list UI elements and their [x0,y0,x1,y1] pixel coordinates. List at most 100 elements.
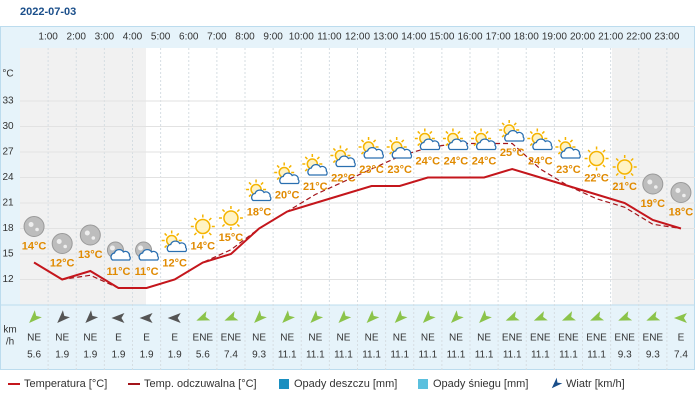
moon-crater [28,222,34,227]
wind-direction: E [678,333,685,344]
sun-ray [208,232,212,236]
hour-label: 8:00 [235,32,255,43]
wind-direction: NE [336,333,350,344]
y-tick-label: 27 [2,147,14,158]
sun-ray [630,157,634,162]
y-tick-label: 15 [2,249,14,260]
cloud-icon [560,146,581,159]
legend-swatch [551,377,563,389]
sun-ray [615,172,619,177]
hour-label: 11:00 [317,32,342,43]
y-tick-label: 21 [2,198,14,209]
sun-ray [602,149,606,153]
moon-crater [63,244,67,249]
moon-disc [79,224,101,246]
hour-label: 9:00 [263,32,283,43]
sun-icon [190,214,215,239]
moon-crater [682,193,686,198]
sun-ray [164,244,168,249]
wind-speed: 7.4 [674,350,688,361]
hour-label: 7:00 [207,32,227,43]
wind-speed: 1.9 [111,350,125,361]
sun-ray [221,223,226,228]
temperature-label: 24°C [472,155,497,167]
moon-icon [51,233,73,254]
hour-label: 13:00 [373,32,398,43]
sun-ray [372,139,377,143]
hour-label: 18:00 [514,32,539,43]
temperature-line [33,167,682,289]
sun-disc [223,210,239,226]
sun-ray [208,217,212,221]
legend-swatch [418,379,428,389]
sun-disc [195,218,211,235]
sun-ray [304,156,308,160]
wind-speed: 11.1 [531,350,550,361]
sun-ray [304,168,308,172]
sun-ray [193,217,197,221]
temperature-label: 13°C [78,249,103,261]
sun-ray [513,122,517,126]
sun-ray [236,223,240,228]
cloud-icon [279,172,300,185]
wind-speed: 1.9 [168,350,182,361]
y-tick-label: 24 [2,172,14,183]
wind-direction: E [115,333,122,344]
wind-speed: 11.1 [587,350,606,361]
temperature-label: 23°C [387,164,412,176]
sun-ray [360,139,365,143]
cloud-icon [110,248,131,261]
left-column [0,26,20,370]
sun-ray [417,142,421,147]
temperature-label: 14°C [191,240,216,252]
wind-speed: 9.3 [618,350,632,361]
hour-label: 2:00 [67,32,87,43]
wind-direction: NE [308,333,322,344]
wind-arrow [366,310,380,323]
y-tick-label: 30 [2,121,14,132]
moon-crater [109,245,115,251]
cloud-icon [391,146,413,159]
sun-icon [584,146,609,171]
temperature-label: 24°C [444,155,469,167]
wind-speed: 11.1 [418,350,437,361]
moon-crater [647,179,653,185]
cloud-icon [447,138,469,151]
wind-speed: 11.1 [447,350,466,361]
wind-arrow [310,310,324,323]
temperature-label: 18°C [669,206,694,218]
wind-speed: 7.4 [224,350,238,361]
sun-ray [615,157,619,162]
night-shade [20,48,146,305]
moon-crater [675,188,681,193]
wind-speed: 1.9 [140,350,154,361]
wind-direction: ENE [586,333,607,344]
sun-ray [557,151,562,155]
wind-direction: ENE [221,333,242,344]
temperature-label: 23°C [359,164,384,176]
moon-crater [91,236,96,240]
temperature-label: 15°C [219,232,244,244]
hour-label: 4:00 [123,32,143,43]
wind-arrow [422,310,436,323]
moon-crater [84,230,90,236]
sun-ray [501,134,505,138]
moon-disc [642,173,664,195]
wind-direction: E [143,333,150,344]
sun-ray [457,130,461,135]
wind-arrow [57,310,70,323]
temperature-label: 14°C [22,240,47,252]
cloud-icon [476,138,497,151]
sun-ray [569,139,574,143]
wind-arrow [533,311,548,321]
sun-ray [587,149,591,153]
sun-icon [302,154,323,174]
sun-ray [529,130,533,135]
wind-arrow [479,310,492,323]
sun-ray [473,130,477,135]
hour-label: 12:00 [345,32,370,43]
wind-direction: NE [393,333,407,344]
cloud-icon [335,155,356,168]
cloud-icon [504,129,525,142]
wind-direction: NE [449,333,463,344]
